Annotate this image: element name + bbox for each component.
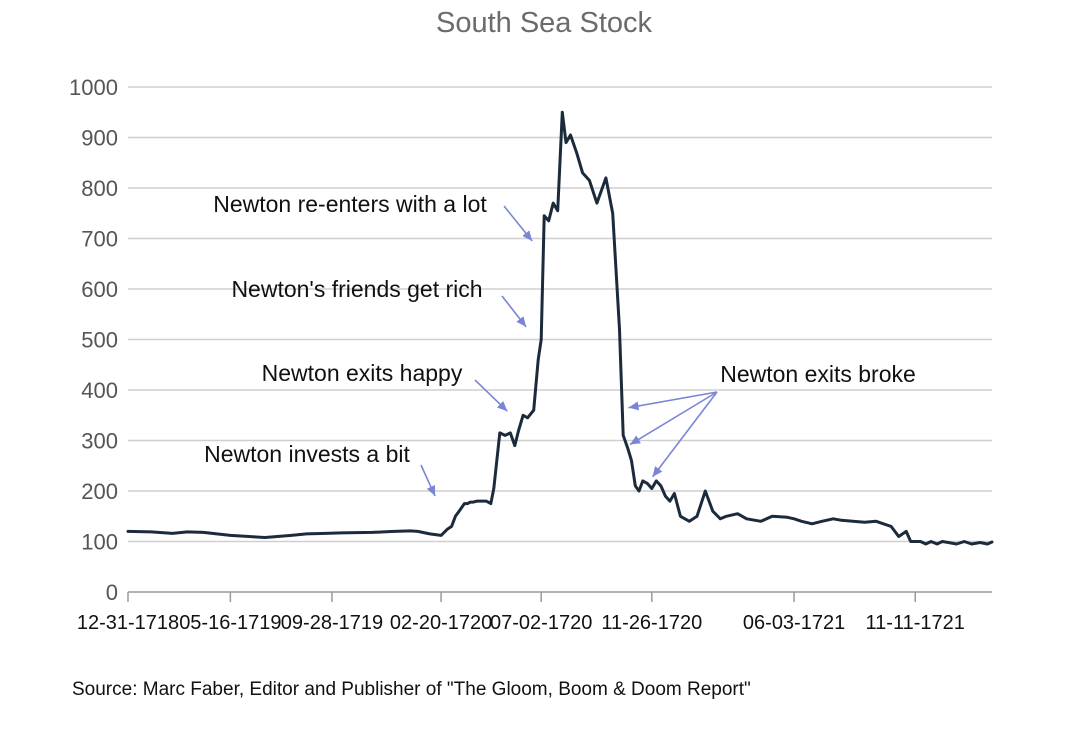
- x-tick-label: 12-31-1718: [77, 612, 179, 634]
- annotation-arrow-head: [426, 485, 436, 497]
- annotation-arrow-head: [629, 435, 641, 445]
- annotation-label: Newton invests a bit: [204, 441, 410, 467]
- y-tick-label: 200: [81, 479, 118, 504]
- annotation-arrow-head: [522, 230, 533, 242]
- x-tick-label: 07-02-1720: [490, 612, 592, 634]
- x-tick-label: 02-20-1720: [390, 612, 492, 634]
- annotation-arrow: [651, 391, 718, 478]
- y-tick-label: 700: [81, 227, 118, 252]
- x-tick-label: 11-26-1720: [601, 612, 702, 634]
- x-tick-label: 09-28-1719: [281, 612, 383, 634]
- annotation-arrow: [628, 391, 718, 409]
- y-tick-label: 300: [81, 429, 118, 454]
- annotation-arrow-head: [628, 401, 640, 411]
- series-line: [126, 110, 994, 546]
- y-tick-label: 600: [81, 277, 118, 302]
- annotation-arrow: [629, 391, 718, 446]
- y-tick-label: 900: [81, 126, 118, 151]
- x-tick-label: 06-03-1721: [743, 612, 845, 634]
- y-tick-label: 100: [81, 530, 118, 555]
- annotations: Newton re-enters with a lot Newton's frie…: [204, 191, 916, 497]
- y-tick-label: 500: [81, 328, 118, 353]
- y-tick-label: 400: [81, 378, 118, 403]
- x-tick-label: 05-16-1719: [179, 612, 281, 634]
- annotation-arrow-head: [496, 401, 508, 412]
- annotation-label: Newton re-enters with a lot: [213, 191, 487, 217]
- series-layer: [126, 110, 994, 546]
- x-axis-ticks: 12-31-1718 05-16-1719 09-28-1719 02-20-1720…: [77, 592, 965, 634]
- chart-title: South Sea Stock: [436, 7, 653, 39]
- annotation-arrow-head: [516, 316, 527, 327]
- y-tick-label: 1000: [69, 75, 118, 100]
- annotation-arrow-head: [652, 466, 663, 477]
- y-tick-label: 800: [81, 176, 118, 201]
- annotation-label: Newton's friends get rich: [231, 276, 482, 302]
- y-axis-ticks: 0 100 200 300 400 500 600 700 800 900 1000: [69, 75, 118, 605]
- x-tick-label: 11-11-1721: [866, 612, 965, 634]
- annotation-label: Newton exits happy: [262, 360, 463, 386]
- annotation-label: Newton exits broke: [720, 361, 916, 387]
- y-tick-label: 0: [106, 580, 118, 605]
- source-note: Source: Marc Faber, Editor and Publisher…: [72, 679, 751, 700]
